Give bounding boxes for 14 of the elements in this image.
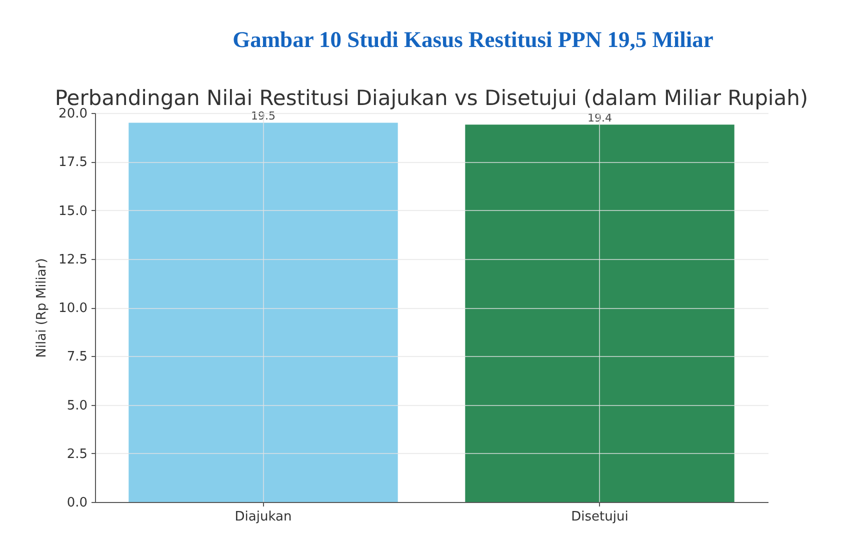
x-tick-label: Disetujui <box>571 510 628 524</box>
data-label: 19.5 <box>251 110 276 123</box>
data-label: 19.4 <box>588 112 612 125</box>
y-tick-label: 0.0 <box>66 496 88 510</box>
y-tick-label: 2.5 <box>66 446 88 462</box>
x-tick-label: Diajukan <box>234 510 292 524</box>
y-tick-label: 17.5 <box>58 155 88 170</box>
y-axis-title: Nilai (Rp Miliar) <box>34 258 50 358</box>
y-tick-label: 15.0 <box>58 204 88 219</box>
y-tick-label: 5.0 <box>66 398 88 414</box>
y-tick-label: 7.5 <box>66 350 88 365</box>
y-tick-label: 10.0 <box>58 301 88 316</box>
text: Gambar 10 Studi Kasus Restitusi PPN 19,5 Miliar <box>232 27 714 52</box>
y-tick-label: 12.5 <box>58 252 88 268</box>
